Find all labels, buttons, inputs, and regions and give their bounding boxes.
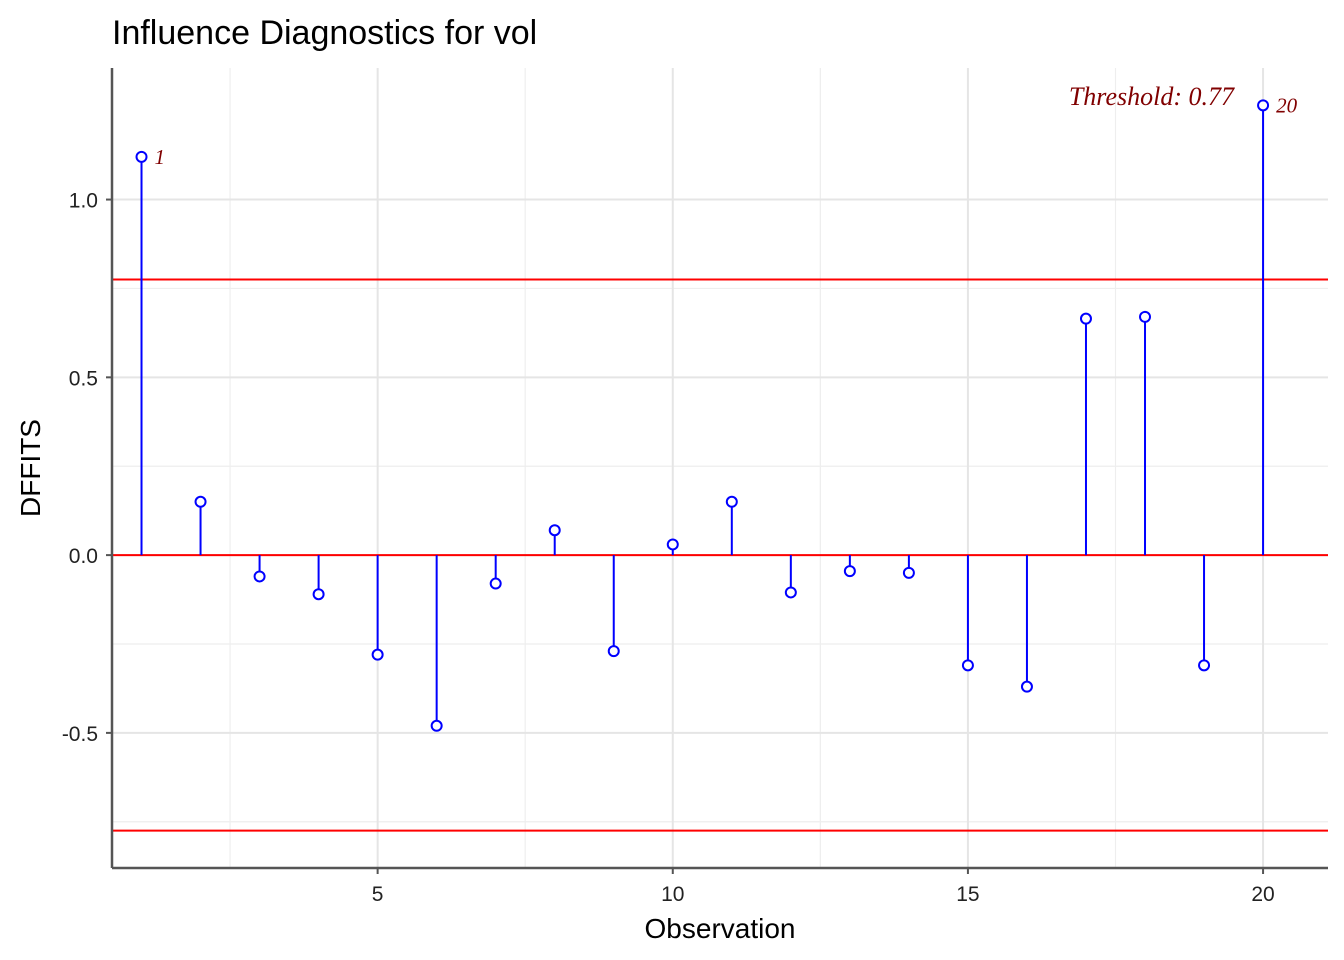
y-tick-label: 0.0 xyxy=(69,545,98,568)
point-label: 20 xyxy=(1276,93,1298,117)
x-axis-title: Observation xyxy=(645,913,796,944)
data-point xyxy=(430,719,443,732)
threshold-lines: Threshold: 0.77 xyxy=(112,82,1328,832)
data-point xyxy=(371,648,384,661)
data-point xyxy=(1257,99,1270,112)
x-tick-label: 20 xyxy=(1251,883,1274,906)
data-point xyxy=(253,570,266,583)
data-point xyxy=(1139,310,1152,323)
y-tick-label: 1.0 xyxy=(69,190,98,213)
data-point xyxy=(1020,680,1033,693)
data-point xyxy=(312,588,325,601)
data-point xyxy=(489,577,502,590)
data-point xyxy=(548,524,561,537)
data-marks: 1 20 xyxy=(135,93,1298,732)
data-point xyxy=(1198,659,1211,672)
threshold-label: Threshold: 0.77 xyxy=(1069,82,1235,111)
x-tick-label: 15 xyxy=(956,883,979,906)
x-tick-label: 10 xyxy=(661,883,684,906)
tick-labels: 5 10 15 20 -0.5 0.0 0.5 1.0 xyxy=(62,190,1275,906)
y-tick-label: 0.5 xyxy=(69,367,98,390)
y-axis-title: DFFITS xyxy=(15,419,46,517)
axes xyxy=(110,68,1328,870)
data-point xyxy=(725,495,738,508)
chart-title: Influence Diagnostics for vol xyxy=(112,14,537,52)
point-label: 1 xyxy=(155,145,166,169)
data-point xyxy=(135,150,148,163)
data-point xyxy=(607,645,620,658)
data-point xyxy=(1079,312,1092,325)
data-point xyxy=(961,659,974,672)
y-tick-label: -0.5 xyxy=(62,723,98,746)
data-point xyxy=(666,538,679,551)
x-tick-label: 5 xyxy=(372,883,384,906)
data-point xyxy=(843,565,856,578)
data-point xyxy=(902,566,915,579)
data-point xyxy=(784,586,797,599)
data-point xyxy=(194,495,207,508)
